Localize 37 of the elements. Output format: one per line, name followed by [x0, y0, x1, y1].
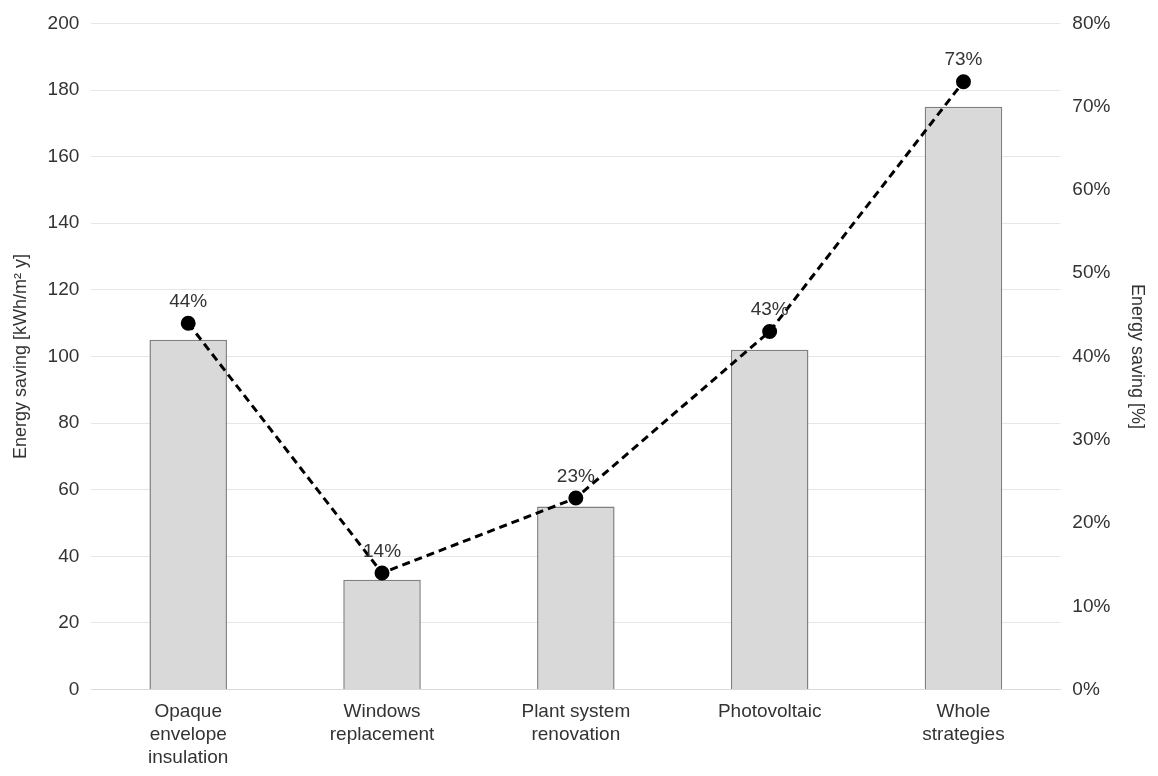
y-axis-title: Energy saving [kWh/m² y] — [9, 253, 30, 460]
y-tick-label: 120 — [47, 278, 80, 300]
x-tick-label: Windows replacement — [329, 700, 436, 745]
x-tick-label: Opaque envelope insulation — [148, 700, 229, 767]
y-tick-label: 0 — [68, 677, 80, 699]
data-label: 44% — [169, 289, 208, 311]
y2-tick-label: 60% — [1072, 178, 1111, 200]
point — [568, 490, 584, 506]
data-label: 14% — [363, 539, 402, 561]
y2-tick-label: 80% — [1072, 11, 1111, 33]
y-tick-label: 180 — [47, 78, 80, 100]
x-tick-label: Photovoltaic — [717, 700, 822, 722]
y2-tick-label: 50% — [1072, 261, 1111, 283]
y2-tick-label: 70% — [1072, 94, 1111, 116]
data-label: 23% — [556, 464, 595, 486]
y-tick-label: 20 — [58, 611, 80, 633]
data-label: 43% — [750, 298, 789, 320]
x-tick-label: Plant system renovation — [521, 700, 631, 745]
data-label: 73% — [944, 48, 983, 70]
y-tick-label: 100 — [47, 344, 80, 366]
point — [762, 324, 778, 340]
y-tick-label: 40 — [58, 544, 80, 566]
y-tick-label: 200 — [47, 11, 80, 33]
point — [955, 74, 971, 90]
y2-tick-label: 40% — [1072, 344, 1111, 366]
y2-tick-label: 20% — [1072, 511, 1111, 533]
y-tick-label: 60 — [58, 477, 80, 499]
y-tick-label: 140 — [47, 211, 80, 233]
point — [180, 315, 196, 331]
y-tick-label: 160 — [47, 144, 80, 166]
y-tick-label: 80 — [58, 411, 80, 433]
y2-tick-label: 0% — [1072, 677, 1100, 699]
y2-axis-title: Energy saving [%] — [1128, 283, 1149, 430]
y2-tick-label: 30% — [1072, 428, 1111, 450]
point — [374, 565, 390, 581]
y2-tick-label: 10% — [1072, 594, 1111, 616]
x-tick-label: Whole strategies — [922, 700, 1005, 745]
